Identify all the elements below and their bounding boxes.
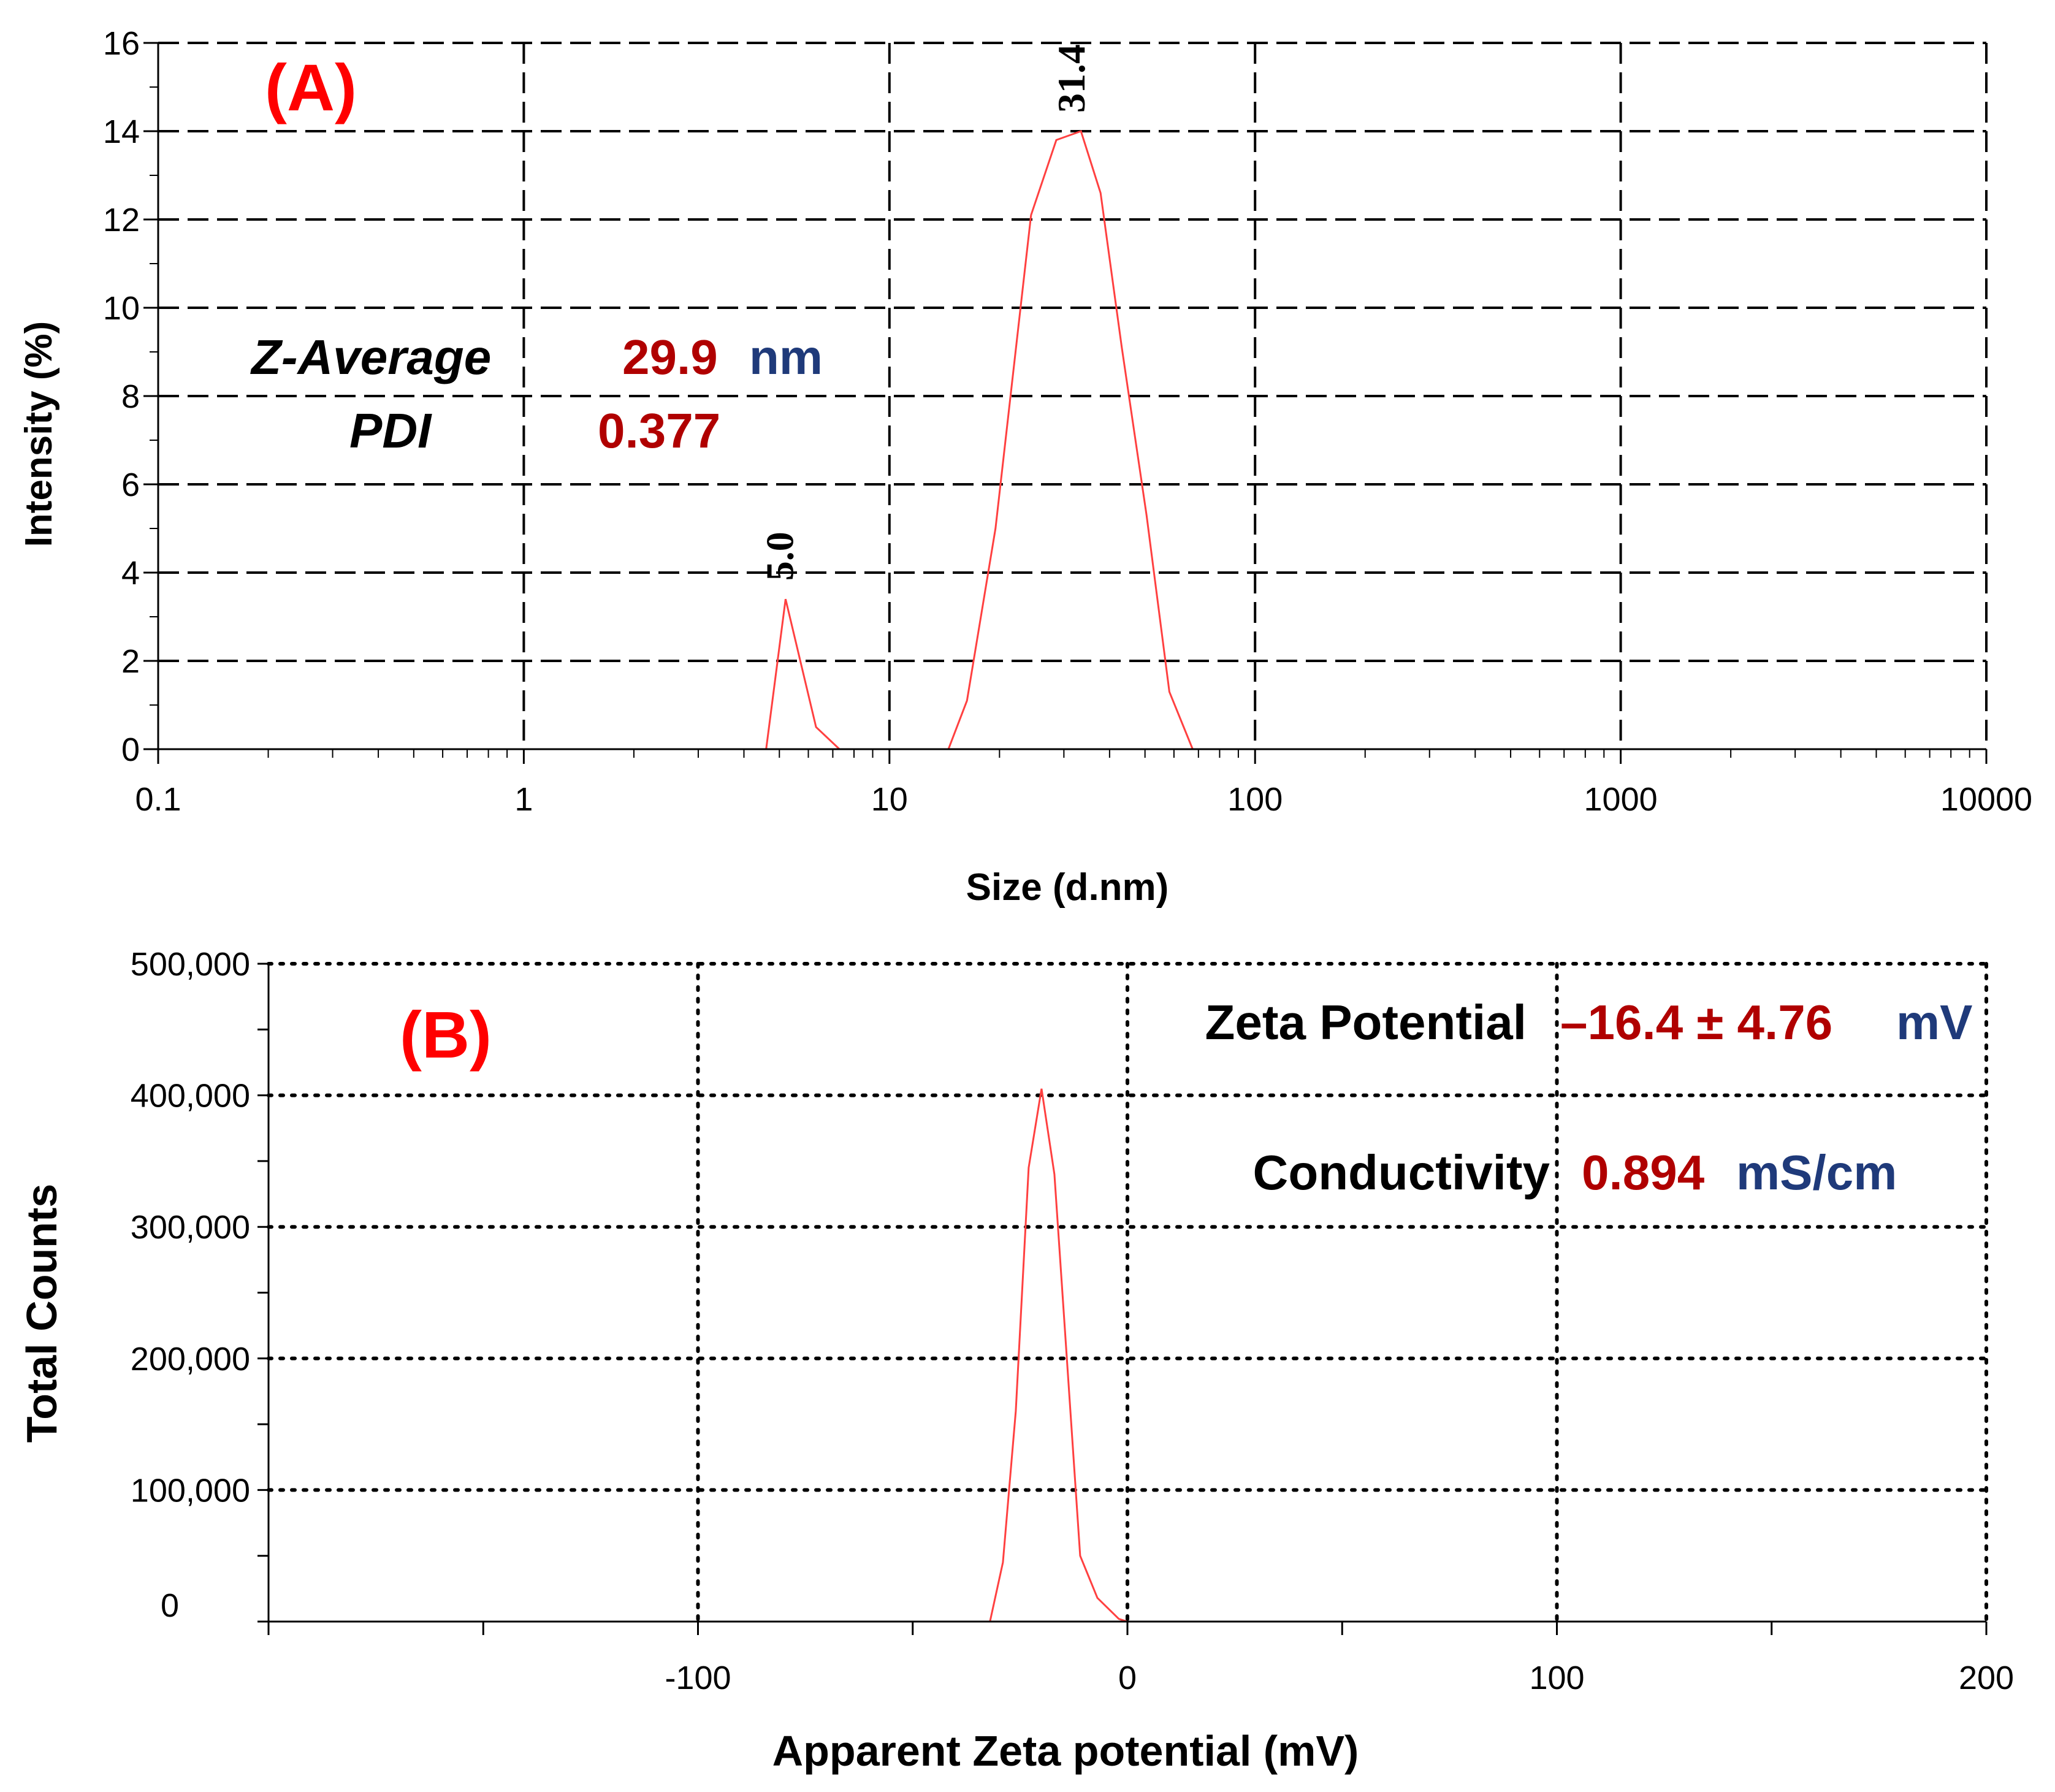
panel-b-y-tick-label: 400,000 <box>131 1078 250 1115</box>
panel-a-y-tick-label: 6 <box>121 467 140 503</box>
zeta-potential-label: Zeta Potential <box>1205 995 1527 1050</box>
panel-a-x-tick-label: 1 <box>514 781 533 818</box>
zeta-potential-value: –16.4 ± 4.76 <box>1560 995 1832 1050</box>
panel-b-grid <box>267 962 1988 1623</box>
panel-a-label: (A) <box>265 50 357 124</box>
panel-a-y-tick-labels: 0 2 4 6 8 10 12 14 16 <box>103 25 140 768</box>
panel-a-peak-label: 31.4 <box>1050 44 1093 113</box>
z-average-label: Z-Average <box>250 330 491 384</box>
panel-a-x-tick-labels: 0.1 1 10 100 1000 10000 <box>135 781 2032 818</box>
panel-a-grid <box>158 42 1988 749</box>
panel-b-x-tick-labels: -100 0 100 200 <box>665 1660 2014 1696</box>
panel-b-x-tick-label: 100 <box>1529 1660 1584 1696</box>
panel-b-y-tick-label: 300,000 <box>131 1209 250 1246</box>
panel-a-x-axis-title: Size (d.nm) <box>966 866 1169 909</box>
panel-a-y-axis-title: Intensity (%) <box>18 321 60 547</box>
panel-a-x-tick-label: 0.1 <box>135 781 181 818</box>
panel-b-x-tick-label: -100 <box>665 1660 731 1696</box>
panel-b-zeta-potential: -100 0 100 200 0 100,000 200,000 300,000 400,00… <box>18 946 2014 1775</box>
conductivity-unit: mS/cm <box>1736 1145 1897 1200</box>
panel-a-y-tick-label: 10 <box>103 290 140 327</box>
panel-b-x-tick-label: 0 <box>1118 1660 1137 1696</box>
panel-a-x-tick-label: 10 <box>871 781 908 818</box>
z-average-unit: nm <box>749 330 823 384</box>
panel-a-y-tick-label: 14 <box>103 113 140 150</box>
panel-b-y-tick-label: 500,000 <box>131 946 250 983</box>
panel-a-x-tick-label: 10000 <box>1940 781 2032 818</box>
panel-a-x-tick-label: 100 <box>1227 781 1283 818</box>
panel-a-peak-label: 5.0 <box>758 532 801 581</box>
panel-a-y-tick-label: 8 <box>121 378 140 415</box>
panel-a-y-tick-label: 4 <box>121 555 140 592</box>
panel-a-y-tick-label: 0 <box>121 731 140 768</box>
panel-a-size-distribution: 0.1 1 10 100 1000 10000 0 2 4 6 8 10 12 14 16 5.0 31.4… <box>18 25 2032 909</box>
panel-a-x-tick-label: 1000 <box>1584 781 1658 818</box>
zeta-potential-unit: mV <box>1896 995 1973 1050</box>
panel-a-intensity-line <box>378 130 1986 750</box>
panel-b-label: (B) <box>400 997 492 1072</box>
panel-a-y-tick-label: 16 <box>103 25 140 62</box>
pdi-label: PDI <box>349 403 432 458</box>
panel-b-counts-line <box>483 1088 1772 1623</box>
panel-b-y-tick-label: 0 <box>161 1587 179 1624</box>
panel-a-y-tick-label: 12 <box>103 202 140 238</box>
pdi-value: 0.377 <box>598 403 720 458</box>
panel-b-y-tick-label: 100,000 <box>131 1472 250 1509</box>
panel-b-x-tick-label: 200 <box>1959 1660 2014 1696</box>
conductivity-label: Conductivity <box>1253 1145 1550 1200</box>
panel-a-peak-labels: 5.0 31.4 <box>758 44 1093 581</box>
panel-b-y-tick-labels: 0 100,000 200,000 300,000 400,000 500,000 <box>131 946 250 1624</box>
conductivity-value: 0.894 <box>1582 1145 1705 1200</box>
panel-b-y-axis-title: Total Counts <box>18 1184 66 1443</box>
z-average-value: 29.9 <box>622 330 718 384</box>
panel-a-y-tick-label: 2 <box>121 643 140 680</box>
panel-b-x-axis-title: Apparent Zeta potential (mV) <box>772 1727 1359 1775</box>
panel-a-minor-ticks <box>143 42 1988 764</box>
panel-b-minor-ticks <box>257 963 1988 1635</box>
panel-b-y-tick-label: 200,000 <box>131 1341 250 1378</box>
